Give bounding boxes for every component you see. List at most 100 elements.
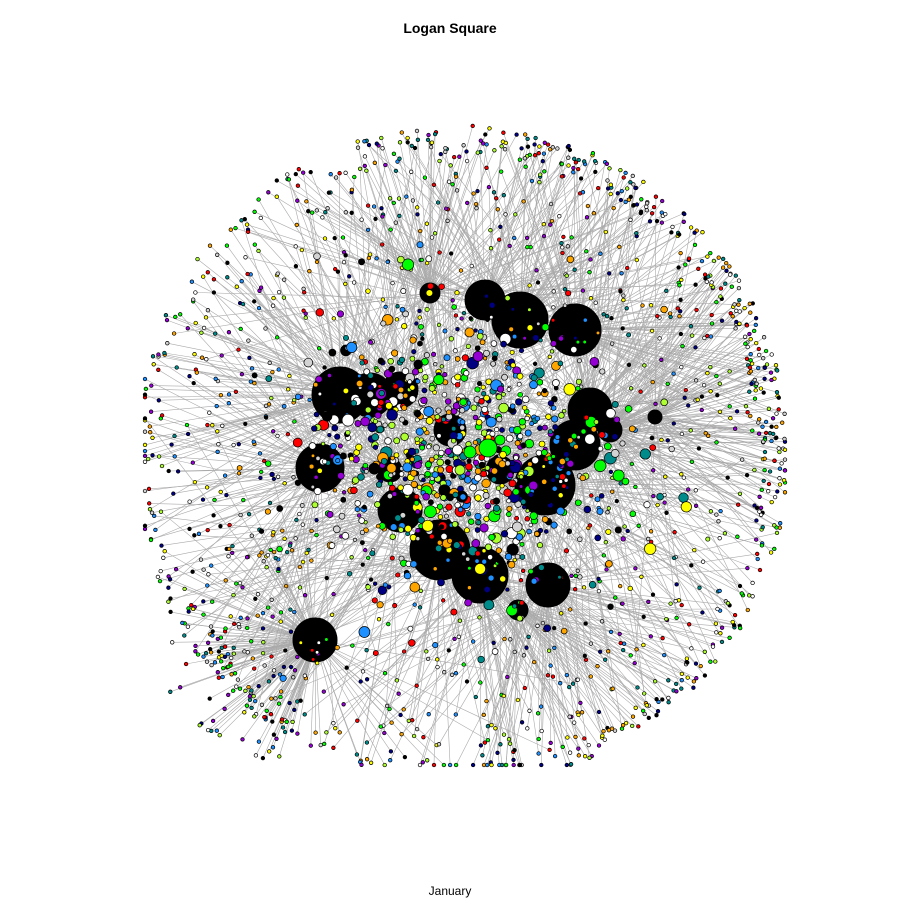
node [589,493,594,498]
node [743,404,749,409]
node [436,742,442,747]
node [610,449,620,458]
node [728,311,733,316]
node [187,526,192,532]
node [718,286,724,291]
node [727,635,732,640]
node [487,574,495,582]
node [496,416,503,423]
node [425,137,431,143]
node [210,633,215,638]
node [752,467,757,473]
edge [390,292,431,362]
node [169,442,174,447]
node [630,723,635,729]
node [324,575,329,581]
node [426,132,431,138]
node [359,360,365,366]
node [397,213,402,219]
node [499,483,505,489]
node [421,477,426,483]
node [271,530,276,535]
edge [484,155,536,301]
edge [164,550,316,641]
node [148,430,153,435]
node [311,425,318,432]
node [259,702,265,707]
node [151,362,156,367]
node [268,712,274,717]
node [633,566,638,571]
node [347,274,352,279]
node [618,640,623,646]
edge [399,376,521,391]
edge [499,301,717,471]
edge [364,141,576,331]
node [322,741,327,747]
node [647,219,653,224]
node [492,148,497,153]
node [281,295,287,300]
node [550,145,555,150]
node [626,332,632,338]
node [735,534,740,539]
node [252,299,257,304]
node [152,513,157,519]
edge [429,292,435,393]
node [264,708,269,713]
node [519,600,525,606]
node [534,415,541,422]
node [401,258,415,271]
edge [250,389,401,642]
node [728,416,733,421]
node [411,733,417,739]
node [421,735,426,740]
node [309,528,314,534]
node [541,387,548,394]
edge [544,484,697,664]
node [763,348,769,354]
node [444,447,452,456]
node [222,706,227,711]
node [545,413,552,420]
node [562,303,568,308]
node [631,203,637,208]
node [357,513,362,518]
node [393,452,400,459]
node [192,352,197,357]
node [242,710,247,715]
edge [173,467,321,494]
node [436,539,443,546]
node [581,585,587,590]
node [564,273,569,278]
node [351,280,357,285]
node [566,459,575,468]
node [223,578,228,583]
node [240,585,245,590]
node [668,314,673,320]
node [671,371,676,376]
node [498,224,503,229]
node [260,626,266,631]
node [429,140,435,145]
edge [589,336,746,411]
node [607,271,612,276]
node [506,511,512,518]
node [317,391,323,397]
node [417,340,423,347]
node [679,364,684,370]
edge [318,509,401,643]
node [173,314,178,320]
node [404,524,412,533]
node [604,567,609,572]
node [397,140,403,145]
node [570,681,576,686]
edge [227,262,341,396]
edge [574,170,621,331]
node [541,222,546,227]
node [541,516,549,523]
node [587,270,592,275]
node [528,568,534,575]
node [443,513,449,519]
node [656,492,664,501]
